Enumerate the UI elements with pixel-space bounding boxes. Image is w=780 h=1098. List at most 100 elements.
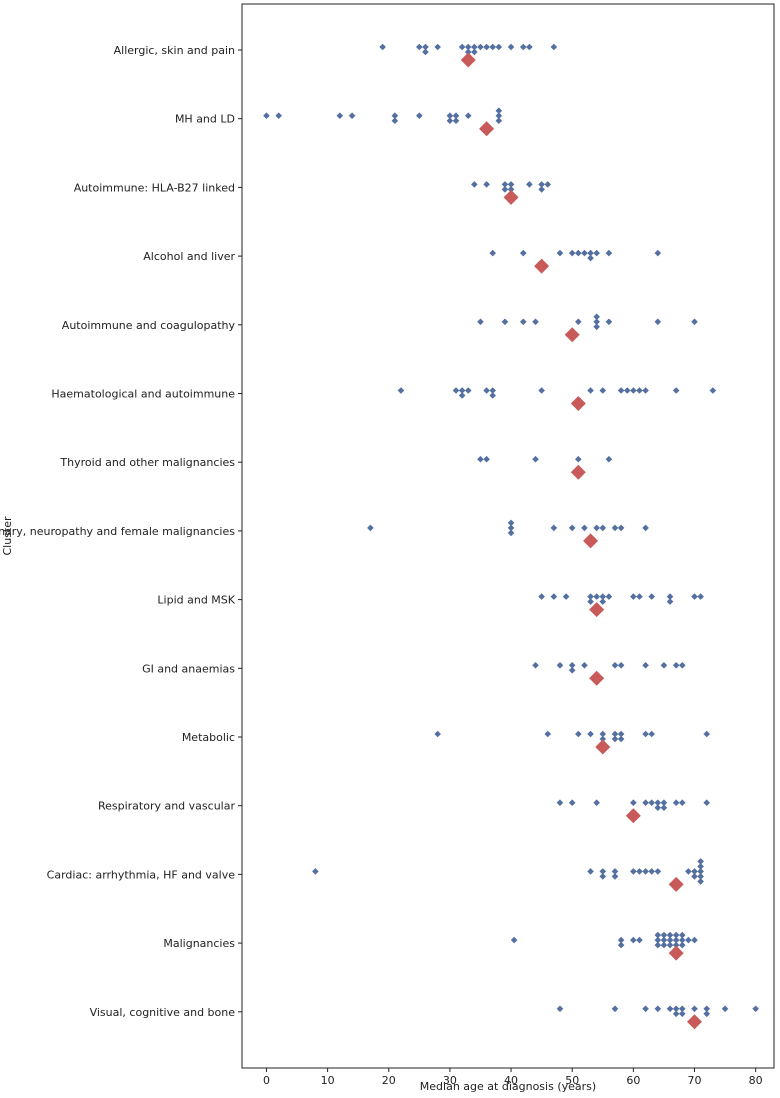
x-tick-label: 10 [321,1074,335,1087]
data-point [575,455,582,463]
data-point [660,662,668,669]
data-point [642,730,649,738]
data-point [477,455,484,463]
data-point [642,662,649,669]
data-point [599,730,607,738]
data-point [605,455,613,463]
data-point [617,662,625,669]
data-point [630,799,637,806]
data-point [507,529,515,537]
data-point [391,117,399,124]
data-point [691,936,698,944]
data-point [636,868,643,875]
data-point [587,730,594,738]
data-point [422,48,429,56]
data-point [501,318,509,326]
data-point [630,936,637,944]
y-axis: Allergic, skin and pain MH and LD Autoimmu… [0,44,242,1019]
data-point [697,868,704,875]
y-tick-label: Urinary, neuropathy and female malignanc… [0,525,235,538]
data-point [654,1005,662,1013]
data-point [666,598,674,605]
data-point [593,313,600,321]
data-point [526,43,533,51]
y-tick-label: Thyroid and other malignancies [59,456,235,469]
data-point [446,112,454,119]
data-point [611,868,619,875]
data-point [532,662,539,669]
median-marker [460,52,476,68]
data-point [617,730,625,738]
median-marker [668,876,684,892]
data-point [379,43,386,51]
data-point [685,936,692,944]
y-tick-label: Lipid and MSK [157,594,235,607]
data-point [721,1005,729,1013]
data-point [556,662,564,669]
data-point [489,387,497,394]
y-tick-label: Respiratory and vascular [98,800,236,813]
data-point [556,799,564,806]
data-point [672,662,680,669]
data-point [501,186,509,193]
data-point [611,662,619,669]
data-point [336,112,344,119]
data-point [464,43,472,51]
data-point [312,868,319,875]
data-point [587,249,594,257]
data-point [575,249,582,257]
data-point [471,48,478,56]
data-point [697,873,704,880]
data-point [507,519,515,527]
data-point [636,936,643,944]
data-point [464,48,472,56]
data-point [611,873,619,880]
median-marker [479,121,495,137]
y-tick-label: Allergic, skin and pain [114,44,235,57]
data-point [568,662,576,669]
data-point [697,878,704,885]
data-point [593,318,600,326]
x-axis: 0 10 20 30 40 50 60 70 80 [263,1068,763,1087]
data-point [654,799,662,806]
data-point [617,735,625,743]
data-point [617,524,625,532]
data-point [685,868,692,875]
data-point [348,112,356,119]
data-point [678,662,686,669]
data-point [495,117,503,124]
data-point [672,1005,680,1013]
data-point [660,931,668,939]
data-point [452,112,460,119]
data-point [691,868,698,875]
data-point [575,730,582,738]
data-point [501,181,509,188]
x-tick-label: 70 [688,1074,702,1087]
data-point [672,1010,680,1018]
data-point [678,1005,686,1013]
data-point [691,593,698,600]
y-tick-label: MH and LD [175,113,235,126]
y-axis-label: Cluster [1,516,14,556]
data-point [678,941,686,949]
data-point [556,1005,564,1013]
median-marker [503,189,519,205]
data-point [642,868,649,875]
data-point [477,318,484,326]
median-marker [570,464,586,480]
data-point [397,387,405,394]
data-point [703,1010,711,1018]
data-point [703,799,711,806]
median-marker [668,945,684,961]
data-point [422,43,429,51]
data-point [599,593,607,600]
data-point [464,112,472,119]
data-point [275,112,282,119]
data-point [599,873,607,880]
data-point [519,318,527,326]
y-tick-label: Haematological and autoimmune [51,388,235,401]
data-point [697,863,704,870]
data-point [703,1005,711,1013]
data-point [666,931,674,939]
